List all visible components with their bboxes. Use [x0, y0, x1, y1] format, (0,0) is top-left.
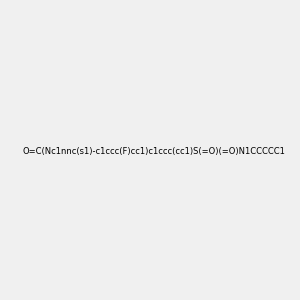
- Text: O=C(Nc1nnc(s1)-c1ccc(F)cc1)c1ccc(cc1)S(=O)(=O)N1CCCCC1: O=C(Nc1nnc(s1)-c1ccc(F)cc1)c1ccc(cc1)S(=…: [22, 147, 285, 156]
